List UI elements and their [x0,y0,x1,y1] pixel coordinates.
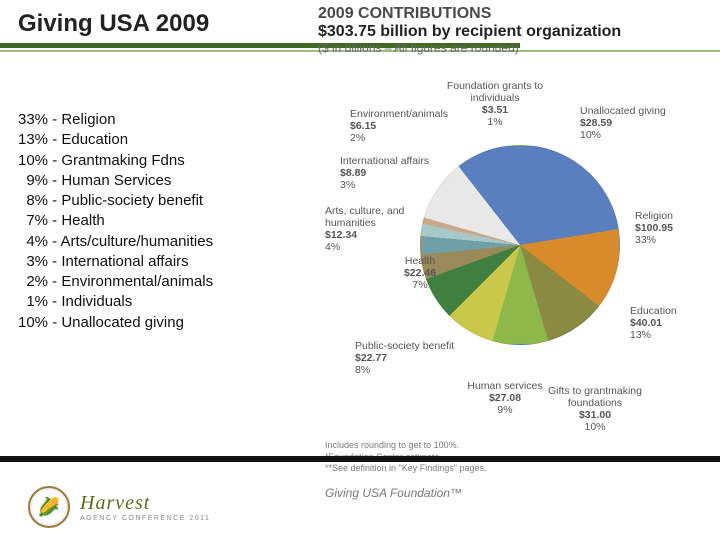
pie-label-pct: 1% [445,116,545,128]
pie-label-amount: $3.51 [445,104,545,116]
pie-label: International affairs$8.893% [340,155,440,191]
shfb-logo-icon: 🌽 [28,486,70,528]
pie-label-amount: $27.08 [455,392,555,404]
pie-label-amount: $12.34 [325,229,425,241]
pie-label: Education$40.0113% [630,305,720,341]
pie-label: Public-society benefit$22.778% [355,340,455,376]
percent-list-item: 2% - Environmental/animals [18,272,278,292]
pie-label-amount: $31.00 [545,409,645,421]
percent-list-item: 8% - Public-society benefit [18,191,278,211]
pie-label-amount: $22.46 [370,267,470,279]
pie-label-name: Gifts to grantmaking foundations [545,385,645,409]
percent-list-item: 3% - International affairs [18,252,278,272]
pie-label: Religion$100.9533% [635,210,720,246]
pie-label: Health$22.467% [370,255,470,291]
pie-label-amount: $6.15 [350,120,450,132]
pie-label-pct: 8% [355,364,455,376]
pie-label: Arts, culture, and humanities$12.344% [325,205,425,253]
percent-list: 33% - Religion13% - Education10% - Grant… [18,110,278,333]
pie-label-amount: $22.77 [355,352,455,364]
chart-meta: ($ in billions – All figures are rounded… [318,41,713,55]
percent-list-item: 9% - Human Services [18,171,278,191]
pie-label-name: International affairs [340,155,440,167]
pie-label-amount: $100.95 [635,222,720,234]
pie-body [420,145,620,345]
pie-label-amount: $40.01 [630,317,720,329]
pie-label: Human services$27.089% [455,380,555,416]
percent-list-item: 1% - Individuals [18,292,278,312]
pie-label-name: Arts, culture, and humanities [325,205,425,229]
pie-label-pct: 10% [580,129,680,141]
hk-logo-line1: Harvest [80,493,210,513]
pie-label-amount: $28.59 [580,117,680,129]
foundation-credit: Giving USA Foundation™ [325,486,462,500]
footer-logos: 🌽 Harvest AGENCY CONFERENCE 2011 [28,486,210,528]
pie-label-pct: 9% [455,404,555,416]
pie-label: Environment/animals$6.152% [350,108,450,144]
pie-label: Foundation grants to individuals$3.511% [445,80,545,128]
footnote-line: Includes rounding to get to 100%. [325,440,695,452]
percent-list-item: 10% - Unallocated giving [18,313,278,333]
footer-rule [0,456,720,462]
pie-label-name: Environment/animals [350,108,450,120]
chart-heading: 2009 CONTRIBUTIONS $303.75 billion by re… [318,5,713,55]
pie-label-name: Human services [455,380,555,392]
page-title: Giving USA 2009 [18,10,209,38]
chart-year: 2009 CONTRIBUTIONS [318,5,713,23]
pie-label-pct: 13% [630,329,720,341]
pie-label-pct: 7% [370,279,470,291]
pie-chart: Religion$100.9533%Education$40.0113%Gift… [355,80,705,430]
pie-label-name: Public-society benefit [355,340,455,352]
harvest-knowledge-logo: Harvest AGENCY CONFERENCE 2011 [80,493,210,522]
pie-label-pct: 3% [340,179,440,191]
pie-label: Gifts to grantmaking foundations$31.0010… [545,385,645,433]
pie-label-pct: 33% [635,234,720,246]
pie-label-name: Foundation grants to individuals [445,80,545,104]
percent-list-item: 33% - Religion [18,110,278,130]
pie-label-name: Religion [635,210,720,222]
hk-logo-line2: AGENCY CONFERENCE 2011 [80,515,210,522]
pie-label-name: Education [630,305,720,317]
percent-list-item: 4% - Arts/culture/humanities [18,232,278,252]
pie-label-pct: 10% [545,421,645,433]
pie-label: Unallocated giving$28.5910% [580,105,680,141]
percent-list-item: 13% - Education [18,130,278,150]
percent-list-item: 7% - Health [18,211,278,231]
chart-subtitle: $303.75 billion by recipient organizatio… [318,23,713,41]
pie-label-pct: 2% [350,132,450,144]
pie-label-name: Health [370,255,470,267]
footnote-line: **See definition in "Key Findings" pages… [325,463,695,475]
pie-label-amount: $8.89 [340,167,440,179]
pie-label-name: Unallocated giving [580,105,680,117]
pie-label-pct: 4% [325,241,425,253]
percent-list-item: 10% - Grantmaking Fdns [18,151,278,171]
